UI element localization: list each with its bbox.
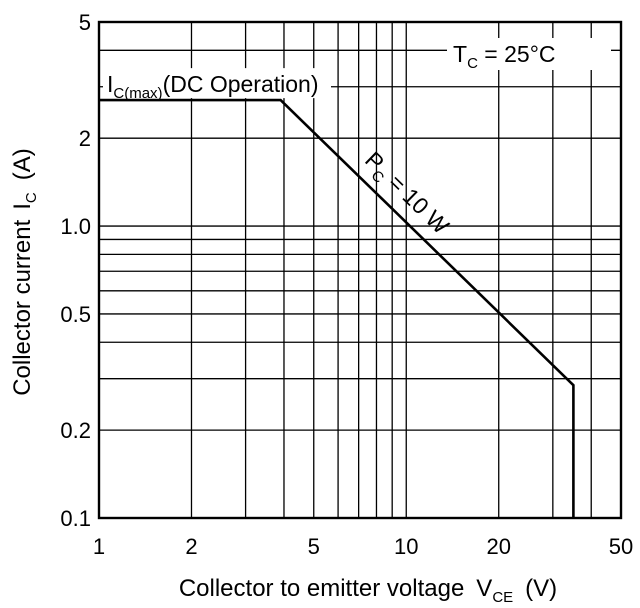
x-tick-label: 5 (308, 534, 320, 559)
x-tick-label: 50 (609, 534, 633, 559)
x-tick-label: 2 (185, 534, 197, 559)
y-axis-symbol-subscript: C (23, 192, 40, 203)
x-axis-unit: (V) (525, 575, 557, 602)
x-axis-symbol-subscript: CE (492, 589, 513, 606)
y-axis-title: Collector current IC (A) (9, 148, 40, 396)
icmax-subscript: C(max) (113, 85, 162, 102)
y-tick-label: 0.5 (60, 302, 91, 327)
svg-text:PC = 10 W: PC = 10 W (357, 146, 455, 242)
x-tick-label: 1 (93, 534, 105, 559)
svg-text:IC(max)(DC Operation): IC(max)(DC Operation) (107, 71, 319, 102)
y-tick-label: 5 (79, 10, 91, 35)
icmax-annotation: IC(max)(DC Operation) (103, 68, 331, 102)
x-tick-label: 20 (486, 534, 510, 559)
plot-frame (97, 20, 623, 520)
y-axis-label: Collector current (9, 219, 36, 395)
y-tick-label: 0.1 (60, 506, 91, 531)
case-temperature-annotation: TC = 25°C (447, 38, 611, 72)
icmax-text: (DC Operation) (163, 71, 319, 97)
y-axis-unit: (A) (9, 148, 36, 180)
grid-lines (99, 22, 621, 518)
y-tick-label: 1.0 (60, 214, 91, 239)
tc-subscript: C (467, 55, 478, 72)
x-tick-label: 10 (394, 534, 418, 559)
y-axis-symbol: I (9, 203, 36, 210)
svg-text:TC = 25°C: TC = 25°C (453, 41, 556, 72)
tick-labels: 1 2 5 10 20 50 0.1 0.2 0.5 1.0 2 5 (60, 10, 633, 559)
power-limit-annotation: PC = 10 W (357, 146, 455, 242)
icmax-symbol: I (107, 71, 113, 97)
tc-text: = 25°C (478, 41, 556, 67)
x-axis-label: Collector to emitter voltage (179, 575, 464, 602)
pc-text: = 10 W (379, 165, 455, 240)
tc-symbol: T (453, 41, 467, 67)
y-tick-label: 0.2 (60, 418, 91, 443)
x-axis-title: Collector to emitter voltage VCE (V) (179, 575, 557, 606)
curve-layer (99, 98, 575, 518)
y-tick-label: 2 (79, 126, 91, 151)
x-axis-symbol: V (476, 575, 492, 602)
soa-curve (99, 98, 575, 518)
